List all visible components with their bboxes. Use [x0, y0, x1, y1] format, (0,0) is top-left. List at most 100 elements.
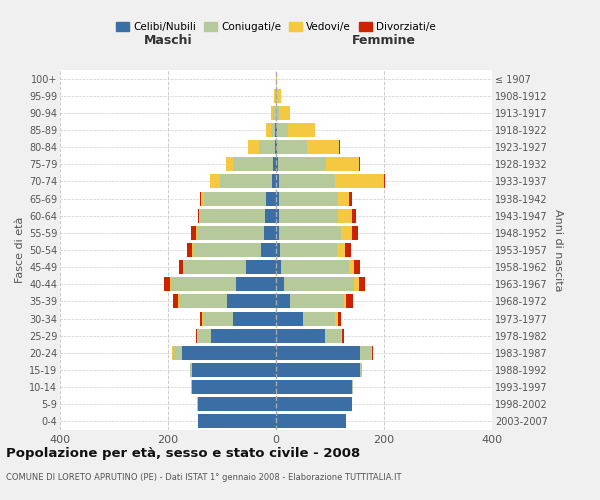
Bar — [276, 243, 280, 257]
Bar — [198, 398, 276, 411]
Bar — [233, 158, 274, 172]
Bar — [276, 174, 278, 188]
Bar — [202, 312, 203, 326]
Bar — [183, 260, 184, 274]
Bar — [265, 208, 276, 222]
Bar — [233, 312, 276, 326]
Bar — [271, 123, 275, 137]
Bar — [170, 278, 171, 291]
Bar — [170, 278, 235, 291]
Bar — [259, 140, 275, 154]
Bar — [179, 294, 227, 308]
Text: COMUNE DI LORETO APRUTINO (PE) - Dati ISTAT 1° gennaio 2008 - Elaborazione TUTTI: COMUNE DI LORETO APRUTINO (PE) - Dati IS… — [6, 472, 401, 482]
Bar — [193, 380, 276, 394]
Bar — [341, 328, 343, 342]
Bar — [326, 158, 359, 172]
Bar — [276, 88, 277, 102]
Bar — [179, 260, 183, 274]
Bar — [276, 140, 277, 154]
Bar — [276, 312, 303, 326]
Bar — [178, 294, 179, 308]
Bar — [341, 226, 352, 240]
Bar — [276, 123, 277, 137]
Bar — [272, 174, 276, 188]
Bar — [200, 192, 202, 205]
Bar — [360, 346, 371, 360]
Bar — [266, 123, 271, 137]
Bar — [345, 243, 350, 257]
Bar — [277, 88, 281, 102]
Bar — [276, 72, 277, 86]
Bar — [335, 312, 338, 326]
Bar — [196, 328, 197, 342]
Bar — [288, 123, 315, 137]
Bar — [197, 226, 264, 240]
Bar — [226, 158, 233, 172]
Bar — [338, 312, 341, 326]
Bar — [192, 243, 193, 257]
Bar — [284, 278, 354, 291]
Bar — [198, 208, 199, 222]
Bar — [278, 174, 335, 188]
Bar — [276, 414, 346, 428]
Bar — [343, 328, 344, 342]
Bar — [276, 192, 278, 205]
Bar — [337, 243, 345, 257]
Bar — [276, 208, 278, 222]
Bar — [281, 260, 349, 274]
Bar — [266, 192, 276, 205]
Bar — [271, 106, 274, 120]
Bar — [307, 140, 339, 154]
Bar — [182, 346, 276, 360]
Bar — [276, 380, 352, 394]
Bar — [227, 294, 276, 308]
Bar — [275, 88, 276, 102]
Bar — [276, 398, 352, 411]
Bar — [290, 294, 343, 308]
Bar — [203, 312, 233, 326]
Bar — [303, 312, 335, 326]
Text: Maschi: Maschi — [143, 34, 193, 48]
Bar — [173, 346, 182, 360]
Bar — [193, 243, 261, 257]
Bar — [200, 312, 202, 326]
Bar — [276, 260, 281, 274]
Bar — [209, 174, 220, 188]
Bar — [276, 278, 284, 291]
Bar — [352, 208, 356, 222]
Legend: Celibi/Nubili, Coniugati/e, Vedovi/e, Divorziati/e: Celibi/Nubili, Coniugati/e, Vedovi/e, Di… — [112, 18, 440, 36]
Bar — [191, 226, 196, 240]
Bar — [274, 88, 275, 102]
Bar — [172, 346, 173, 360]
Bar — [276, 294, 290, 308]
Bar — [277, 140, 307, 154]
Bar — [202, 192, 204, 205]
Bar — [275, 140, 276, 154]
Bar — [325, 328, 341, 342]
Y-axis label: Anni di nascita: Anni di nascita — [553, 209, 563, 291]
Bar — [198, 414, 276, 428]
Text: Femmine: Femmine — [352, 34, 416, 48]
Bar — [277, 123, 288, 137]
Bar — [248, 140, 259, 154]
Bar — [278, 226, 341, 240]
Bar — [354, 260, 359, 274]
Y-axis label: Fasce di età: Fasce di età — [14, 217, 25, 283]
Bar — [349, 260, 354, 274]
Bar — [190, 363, 193, 377]
Bar — [278, 158, 326, 172]
Bar — [352, 226, 358, 240]
Bar — [276, 158, 278, 172]
Bar — [276, 346, 360, 360]
Bar — [278, 208, 338, 222]
Bar — [335, 174, 384, 188]
Bar — [384, 174, 385, 188]
Bar — [164, 278, 170, 291]
Text: Popolazione per età, sesso e stato civile - 2008: Popolazione per età, sesso e stato civil… — [6, 448, 360, 460]
Bar — [199, 208, 200, 222]
Bar — [338, 208, 352, 222]
Bar — [274, 106, 276, 120]
Bar — [276, 106, 278, 120]
Bar — [278, 192, 338, 205]
Bar — [280, 243, 337, 257]
